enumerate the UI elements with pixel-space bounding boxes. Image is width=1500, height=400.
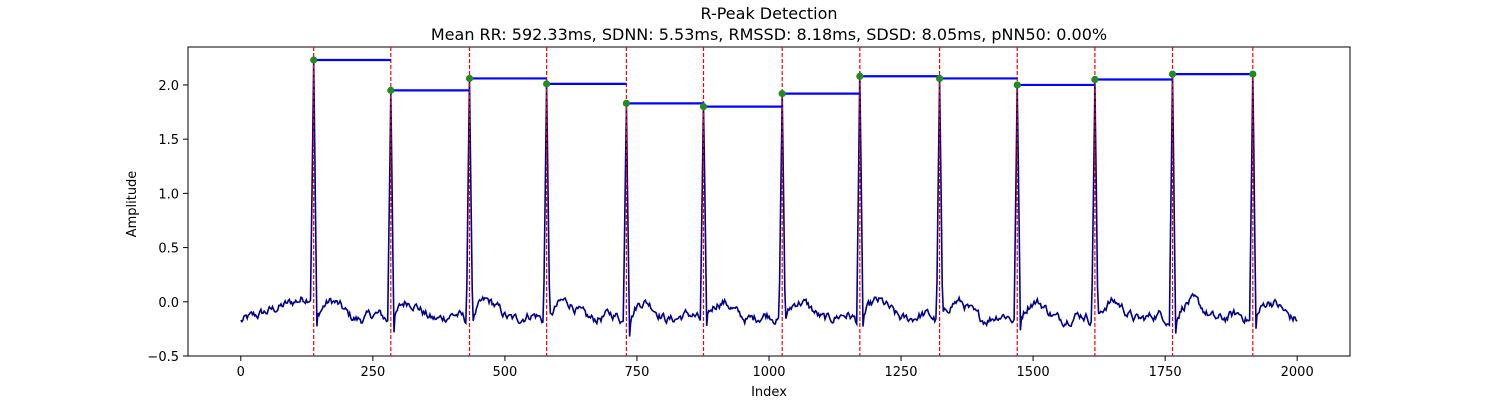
x-tick-label-0: 0 [237,365,245,380]
peak-marker-9 [1013,81,1021,89]
x-axis-label: Index [751,385,787,400]
chart-subtitle: Mean RR: 592.33ms, SDNN: 5.53ms, RMSSD: … [431,25,1107,44]
peak-marker-5 [699,103,708,111]
x-tick-label-8: 2000 [1281,365,1314,380]
peak-marker-8 [936,74,944,83]
x-tick-label-4: 1000 [752,365,785,380]
peak-marker-0 [310,56,318,64]
x-tick-label-1: 250 [360,365,385,380]
peak-marker-1 [387,86,395,94]
y-tick-label-3: 1.0 [158,187,179,202]
peak-marker-3 [543,80,551,88]
y-tick-label-4: 1.5 [158,133,179,148]
peak-marker-7 [856,72,864,80]
y-axis-label: Amplitude [125,171,140,238]
peak-marker-2 [465,74,474,83]
y-tick-label-2: 0.5 [158,242,179,257]
ecg-signal-line [240,59,1298,337]
peak-marker-12 [1249,70,1257,78]
x-tick-label-6: 1500 [1017,365,1050,380]
peak-marker-10 [1091,75,1099,84]
y-tick-label-0: −0.5 [147,350,179,365]
x-tick-label-5: 1250 [884,365,917,380]
x-tick-label-3: 750 [625,365,650,380]
chart-title: R-Peak Detection [700,4,837,23]
peak-marker-11 [1168,70,1177,78]
x-tick-label-7: 1750 [1149,365,1182,380]
x-tick-label-2: 500 [492,365,517,380]
plot-area: 0 250 500 750 1000 1250 1500 1750 2000 −0.5 0.0 0.5… [147,46,1351,380]
peak-marker-6 [778,90,786,98]
y-tick-label-5: 2.0 [158,79,179,94]
y-tick-label-1: 0.0 [158,296,179,311]
peak-marker-4 [622,99,630,107]
